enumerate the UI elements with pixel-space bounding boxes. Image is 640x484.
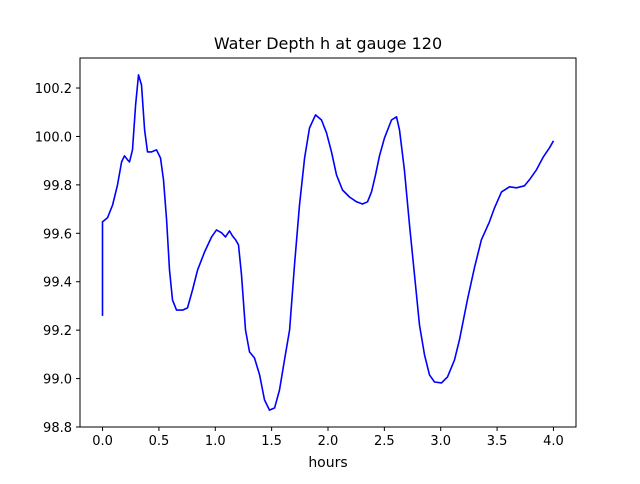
y-tick-label: 100.2 — [35, 82, 72, 97]
x-tick-label: 2.0 — [318, 434, 339, 449]
y-tick-label: 99.0 — [43, 373, 72, 388]
x-tick-label: 0.5 — [149, 434, 170, 449]
x-tick-label: 3.0 — [430, 434, 451, 449]
x-tick-label: 0.0 — [92, 434, 113, 449]
x-tick-label: 2.5 — [374, 434, 395, 449]
x-tick-label: 4.0 — [543, 434, 564, 449]
x-axis-label: hours — [308, 455, 347, 471]
y-tick-label: 99.8 — [43, 179, 72, 194]
y-tick-label: 99.6 — [43, 227, 72, 242]
series-line-h — [101, 74, 555, 411]
y-tick-label: 99.4 — [43, 276, 72, 291]
x-tick-label: 1.0 — [205, 434, 226, 449]
y-tick-label: 98.8 — [43, 421, 72, 436]
y-tick-label: 99.2 — [43, 324, 72, 339]
plot-area-frame — [79, 57, 577, 428]
y-tick-label: 100.0 — [35, 130, 72, 145]
x-tick-label: 1.5 — [261, 434, 282, 449]
chart-title: Water Depth h at gauge 120 — [214, 34, 442, 53]
x-tick-label: 3.5 — [487, 434, 508, 449]
